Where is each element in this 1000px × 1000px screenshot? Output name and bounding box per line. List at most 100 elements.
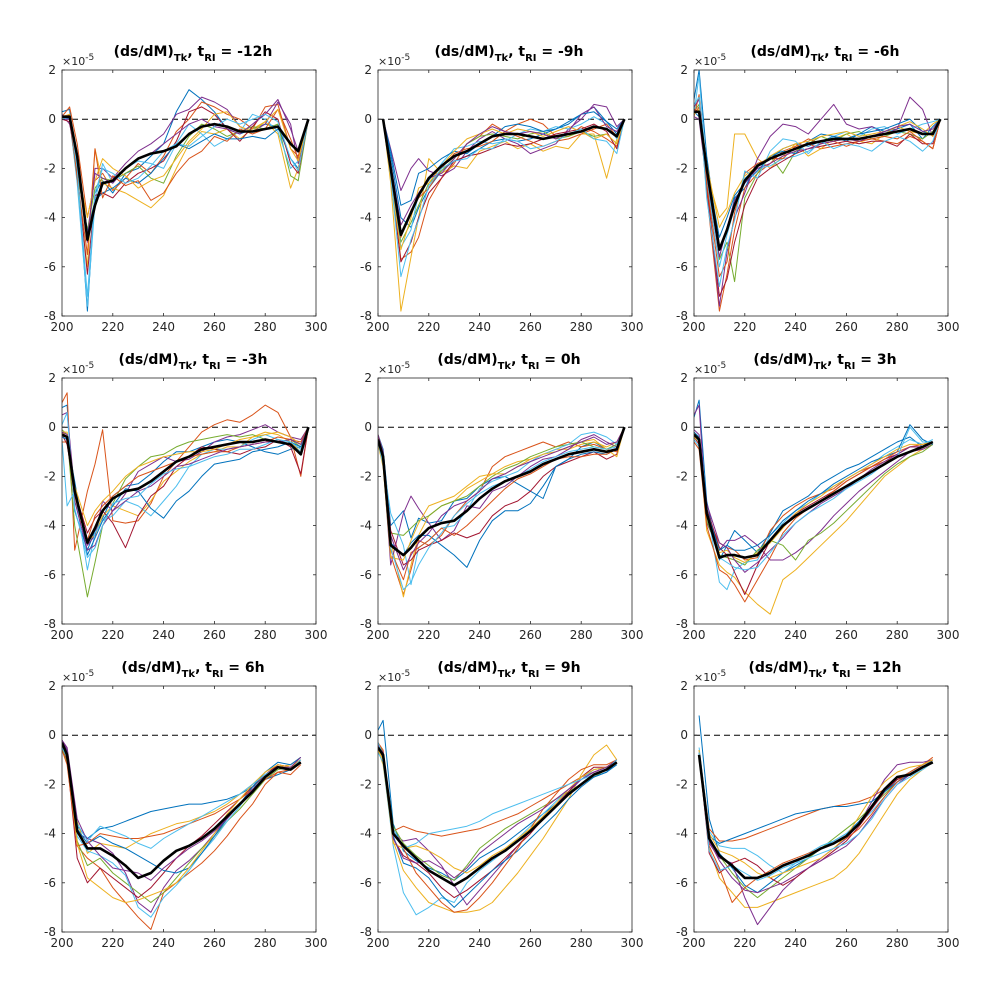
- series-line: [698, 752, 934, 844]
- y-tick-label: -2: [360, 161, 372, 175]
- title-end: = -9h: [537, 44, 584, 60]
- series-line: [378, 426, 625, 536]
- series-group: [62, 89, 310, 312]
- x-tick-label: 300: [621, 936, 644, 950]
- title-end: = 6h: [223, 660, 264, 676]
- title-mid: , t: [827, 352, 844, 368]
- axes-box: [693, 69, 949, 317]
- x-tick-label: 240: [784, 936, 807, 950]
- x-tick-label: 200: [367, 320, 390, 334]
- title-main: (ds/dM): [114, 44, 174, 60]
- y-tick-label: -2: [676, 777, 688, 791]
- axes-box: [377, 685, 633, 933]
- x-tick-label: 220: [417, 320, 440, 334]
- y-tick-label: -6: [360, 568, 372, 582]
- series-line: [378, 426, 625, 586]
- y-multiplier: ×10-5: [694, 361, 726, 376]
- y-multiplier-base: ×10: [378, 363, 401, 376]
- y-multiplier-base: ×10: [694, 671, 717, 684]
- title-mid: , t: [192, 352, 209, 368]
- title-subscript: Tk: [495, 53, 509, 64]
- title-subscript: Tk: [498, 361, 512, 372]
- y-tick-label: -8: [44, 309, 56, 323]
- panel-title: (ds/dM)Tk, tRI = -6h: [750, 44, 899, 64]
- x-tick-label: 200: [51, 936, 74, 950]
- title-end: = 9h: [539, 660, 580, 676]
- title-subscript: RI: [209, 361, 220, 372]
- mean-line: [62, 742, 302, 880]
- series-line: [694, 436, 933, 563]
- y-multiplier-base: ×10: [62, 671, 85, 684]
- series-line: [62, 742, 302, 874]
- y-tick-label: 2: [48, 371, 56, 385]
- mean-line: [697, 754, 934, 880]
- x-tick-label: 220: [733, 320, 756, 334]
- series-line: [382, 119, 625, 278]
- y-multiplier: ×10-5: [378, 361, 410, 376]
- y-tick-label: 0: [48, 420, 56, 434]
- x-tick-label: 200: [367, 936, 390, 950]
- series-group: [697, 715, 934, 926]
- series-line: [62, 747, 302, 903]
- title-subscript: Tk: [809, 669, 823, 680]
- y-multiplier-exponent: -5: [85, 361, 94, 371]
- series-line: [378, 747, 618, 906]
- title-subscript: Tk: [814, 361, 828, 372]
- x-tick-label: 240: [152, 320, 175, 334]
- series-line: [694, 424, 934, 551]
- series-line: [378, 744, 618, 837]
- title-end: = -6h: [853, 44, 900, 60]
- y-multiplier-exponent: -5: [85, 669, 94, 679]
- series-line: [378, 427, 625, 595]
- y-tick-label: -4: [676, 519, 688, 533]
- series-line: [62, 744, 302, 903]
- panel-8: 200 220 240 260 280 300 2 0 -2 -4 -6 -8 ×10-5 (ds/dM)…: [360, 660, 643, 950]
- x-tick-label: 260: [835, 320, 858, 334]
- y-multiplier-base: ×10: [378, 671, 401, 684]
- title-end: = 3h: [855, 352, 896, 368]
- series-line: [378, 427, 625, 566]
- y-multiplier-exponent: -5: [85, 53, 94, 63]
- series-line: [694, 96, 941, 219]
- y-multiplier-base: ×10: [62, 55, 85, 68]
- y-multiplier-exponent: -5: [401, 361, 410, 371]
- y-tick-label: -4: [360, 827, 372, 841]
- x-tick-label: 220: [733, 936, 756, 950]
- series-line: [694, 108, 941, 228]
- title-subscript: RI: [212, 669, 223, 680]
- y-multiplier-exponent: -5: [717, 669, 726, 679]
- series-group: [62, 739, 302, 930]
- x-tick-label: 260: [835, 628, 858, 642]
- title-subscript: Tk: [182, 669, 196, 680]
- series-line: [62, 742, 302, 918]
- series-line: [694, 399, 934, 561]
- x-tick-label: 220: [101, 936, 124, 950]
- panel-5: 200 220 240 260 280 300 2 0 -2 -4 -6 -8 ×10-5 (ds/dM)…: [360, 352, 643, 642]
- series-line: [694, 96, 941, 307]
- title-mid: , t: [511, 352, 528, 368]
- title-main: (ds/dM): [437, 660, 497, 676]
- y-multiplier: ×10-5: [694, 669, 726, 684]
- x-tick-label: 280: [570, 936, 593, 950]
- panel-2: 200 220 240 260 280 300 2 0 -2 -4 -6 -8 ×10-5 (ds/dM)…: [360, 44, 643, 334]
- panel-9: 200 220 240 260 280 300 2 0 -2 -4 -6 -8 ×10-5 (ds/dM)…: [676, 660, 959, 950]
- mean-line: [381, 118, 626, 237]
- series-line: [378, 427, 625, 581]
- panel-title: (ds/dM)Tk, tRI = 12h: [749, 660, 902, 680]
- x-tick-label: 240: [468, 320, 491, 334]
- y-tick-label: -2: [44, 469, 56, 483]
- y-tick-label: 0: [48, 728, 56, 742]
- y-tick-label: -8: [44, 617, 56, 631]
- series-line: [62, 427, 309, 571]
- title-main: (ds/dM): [753, 352, 813, 368]
- y-tick-label: 0: [48, 112, 56, 126]
- series-group: [381, 103, 626, 312]
- series-line: [378, 744, 618, 879]
- series-line: [62, 747, 302, 849]
- plot-area: [378, 378, 632, 624]
- y-multiplier: ×10-5: [694, 53, 726, 68]
- x-tick-label: 200: [51, 628, 74, 642]
- panel-title: (ds/dM)Tk, tRI = -12h: [114, 44, 273, 64]
- panel-title: (ds/dM)Tk, tRI = 3h: [753, 352, 896, 372]
- y-tick-label: -2: [676, 161, 688, 175]
